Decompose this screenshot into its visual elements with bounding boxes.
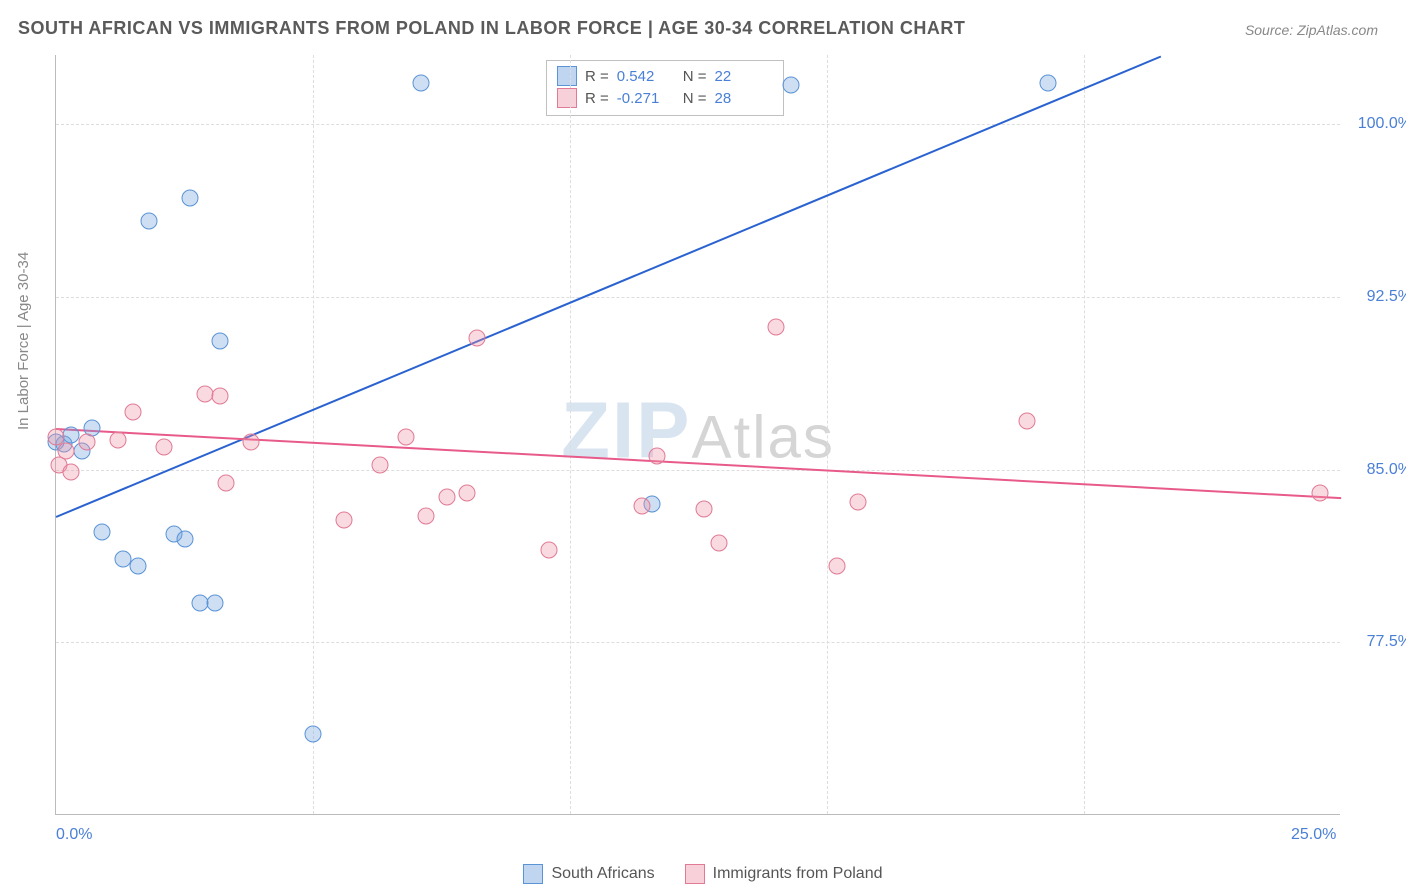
scatter-point-blue [181,189,198,206]
swatch-blue-icon [557,66,577,86]
scatter-point-pink [1312,484,1329,501]
scatter-point-blue [130,558,147,575]
scatter-point-pink [197,385,214,402]
scatter-point-blue [1040,74,1057,91]
swatch-blue-icon [523,864,543,884]
gridline-h [56,124,1340,125]
legend-item-blue: South Africans [523,864,654,884]
gridline-v [570,55,571,814]
gridline-h [56,297,1340,298]
scatter-point-blue [783,76,800,93]
scatter-point-pink [649,447,666,464]
legend-label-blue: South Africans [551,865,654,883]
scatter-point-pink [711,535,728,552]
r-label: R = [585,90,609,107]
r-label: R = [585,68,609,85]
swatch-pink-icon [557,88,577,108]
scatter-point-pink [217,475,234,492]
scatter-point-blue [140,212,157,229]
swatch-pink-icon [685,864,705,884]
series-legend: South Africans Immigrants from Poland [0,864,1406,884]
scatter-point-pink [1019,413,1036,430]
gridline-v [827,55,828,814]
scatter-point-blue [305,726,322,743]
gridline-v [1084,55,1085,814]
gridline-v [313,55,314,814]
scatter-point-pink [767,318,784,335]
n-label: N = [683,90,707,107]
y-tick-label: 85.0% [1347,461,1406,479]
r-value-blue: 0.542 [617,68,675,85]
n-value-blue: 22 [715,68,773,85]
x-tick-label: 0.0% [56,826,92,844]
scatter-point-pink [849,493,866,510]
scatter-chart: ZIPAtlas R = 0.542 N = 22 R = -0.271 N =… [55,55,1340,815]
correlation-legend: R = 0.542 N = 22 R = -0.271 N = 28 [546,60,784,116]
scatter-point-blue [176,530,193,547]
y-tick-label: 100.0% [1347,115,1406,133]
scatter-point-pink [63,463,80,480]
gridline-h [56,642,1340,643]
legend-row-blue: R = 0.542 N = 22 [557,65,773,87]
y-axis-label: In Labor Force | Age 30-34 [15,252,32,430]
scatter-point-pink [633,498,650,515]
scatter-point-pink [155,438,172,455]
scatter-point-blue [94,523,111,540]
scatter-point-pink [212,387,229,404]
scatter-point-pink [541,542,558,559]
n-label: N = [683,68,707,85]
scatter-point-pink [438,489,455,506]
scatter-point-blue [207,595,224,612]
scatter-point-pink [371,456,388,473]
n-value-pink: 28 [715,90,773,107]
scatter-point-pink [695,500,712,517]
x-tick-label: 25.0% [1291,826,1336,844]
scatter-point-pink [397,429,414,446]
scatter-point-pink [469,330,486,347]
scatter-point-pink [459,484,476,501]
y-tick-label: 92.5% [1347,288,1406,306]
scatter-point-blue [412,74,429,91]
scatter-point-pink [78,433,95,450]
scatter-point-pink [335,512,352,529]
y-tick-label: 77.5% [1347,633,1406,651]
r-value-pink: -0.271 [617,90,675,107]
scatter-point-pink [125,403,142,420]
scatter-point-blue [212,332,229,349]
legend-item-pink: Immigrants from Poland [685,864,883,884]
gridline-h [56,470,1340,471]
scatter-point-pink [829,558,846,575]
scatter-point-pink [243,433,260,450]
scatter-point-pink [58,443,75,460]
source-attribution: Source: ZipAtlas.com [1245,22,1378,38]
legend-label-pink: Immigrants from Poland [713,865,883,883]
scatter-point-pink [418,507,435,524]
watermark-atlas: Atlas [692,403,835,470]
scatter-point-pink [109,431,126,448]
chart-title: SOUTH AFRICAN VS IMMIGRANTS FROM POLAND … [18,18,965,39]
legend-row-pink: R = -0.271 N = 28 [557,87,773,109]
